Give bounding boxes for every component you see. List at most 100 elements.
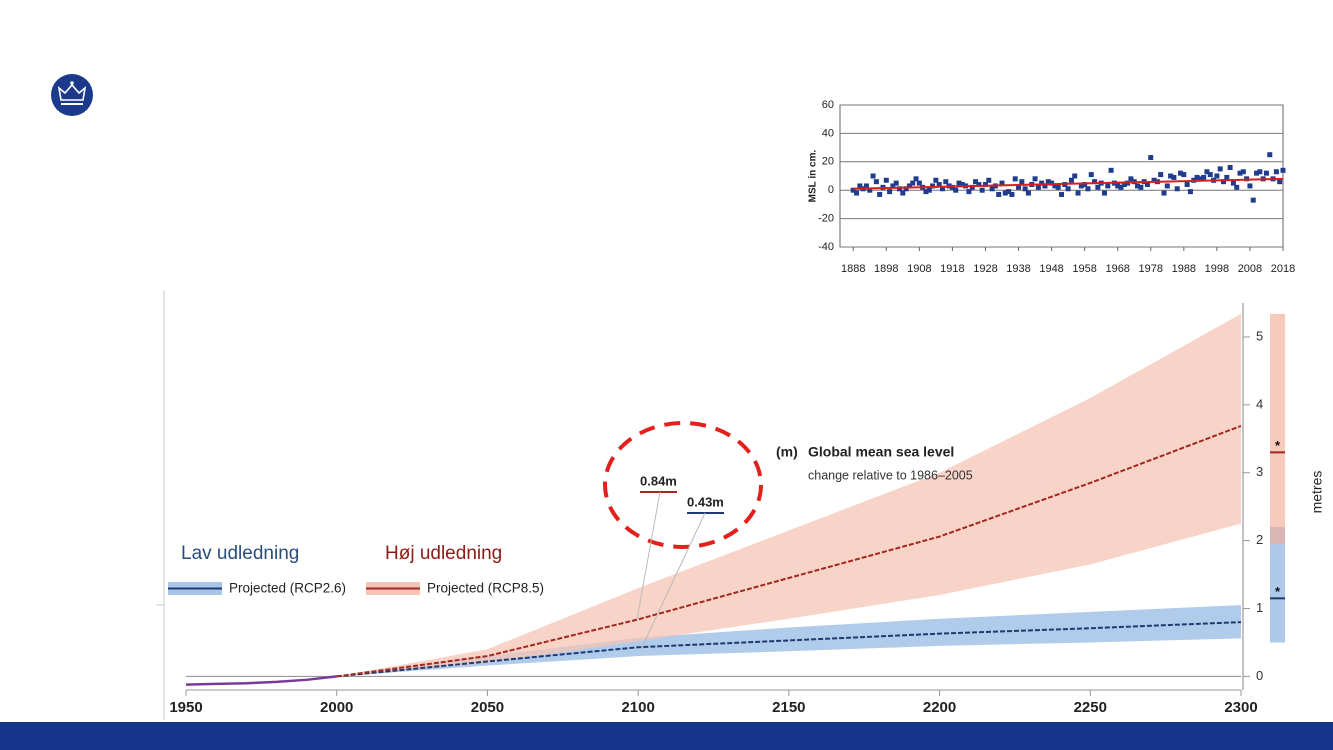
data-point: [1144, 182, 1150, 188]
x-tick-label: 2008: [1238, 263, 1262, 275]
historical-line: [185, 675, 337, 686]
data-point: [873, 179, 879, 185]
x-tick-label: 2250: [1074, 699, 1107, 716]
data-point: [1194, 174, 1200, 180]
data-point: [1035, 184, 1041, 190]
data-point: [939, 186, 945, 192]
data-point: [1240, 169, 1246, 175]
y-tick-label: 60: [822, 99, 834, 111]
y-tick-label: -20: [818, 213, 834, 225]
y-tick-label: 40: [822, 127, 834, 139]
data-point: [883, 177, 889, 183]
data-point: [1045, 179, 1051, 185]
data-point: [1049, 180, 1055, 186]
legend-label: Projected (RCP8.5): [427, 581, 544, 596]
data-point: [1201, 174, 1207, 180]
data-point: [1220, 179, 1226, 185]
data-point: [903, 186, 909, 192]
data-point: [986, 177, 992, 183]
x-tick-label: 2200: [923, 699, 956, 716]
callout-label: 0.84m: [640, 473, 677, 488]
data-point: [913, 176, 919, 182]
data-point: [973, 179, 979, 185]
y-tick-label: 5: [1256, 328, 1263, 343]
x-tick-label: 1898: [874, 263, 898, 275]
data-point: [1082, 182, 1088, 188]
data-point: [1052, 183, 1058, 189]
chart-title-prefix: (m): [776, 444, 798, 460]
data-point: [1039, 180, 1045, 186]
x-tick-label: 1908: [907, 263, 931, 275]
data-point: [959, 182, 965, 188]
data-point: [1055, 184, 1061, 190]
data-point: [877, 191, 883, 197]
y-tick-label: 3: [1256, 464, 1263, 479]
data-point: [1197, 176, 1203, 182]
range-bar: [1270, 527, 1285, 643]
callout-leader: [636, 491, 661, 620]
data-point: [1105, 183, 1111, 189]
data-point: [1138, 184, 1144, 190]
data-point: [1168, 173, 1174, 179]
x-tick-label: 2100: [621, 699, 654, 716]
chart-subtitle: change relative to 1986–2005: [808, 468, 973, 482]
y-tick-label: 0: [1256, 668, 1263, 683]
data-point: [979, 187, 985, 193]
data-point: [1068, 177, 1074, 183]
range-bar-marker: *: [1275, 584, 1281, 599]
data-point: [1237, 170, 1243, 176]
data-point: [1088, 172, 1094, 178]
data-point: [1065, 186, 1071, 192]
data-point: [1128, 176, 1134, 182]
data-point: [956, 180, 962, 186]
data-point: [1002, 190, 1008, 196]
data-point: [1267, 152, 1273, 158]
median-line: [336, 424, 1242, 678]
data-point: [1006, 189, 1012, 195]
data-point: [854, 190, 860, 196]
data-point: [933, 177, 939, 183]
data-point: [1019, 179, 1025, 185]
group-label: Lav udledning: [181, 543, 299, 564]
data-point: [1078, 183, 1084, 189]
x-tick-label: 2050: [471, 699, 504, 716]
data-point: [930, 183, 936, 189]
data-point: [1101, 190, 1107, 196]
data-point: [1171, 174, 1177, 180]
y-tick-label: 0: [828, 184, 834, 196]
data-point: [943, 179, 949, 185]
data-point: [1151, 177, 1157, 183]
y-tick-label: -40: [818, 241, 834, 253]
data-point: [1108, 167, 1114, 173]
data-point: [1234, 184, 1240, 190]
data-point: [906, 183, 912, 189]
x-tick-label: 2000: [320, 699, 353, 716]
trend-line: [853, 177, 1284, 190]
data-point: [953, 187, 959, 193]
x-tick-label: 1978: [1139, 263, 1163, 275]
data-point: [1254, 170, 1260, 176]
data-point: [910, 180, 916, 186]
y-tick-label: 1: [1256, 600, 1263, 615]
data-point: [1181, 172, 1187, 178]
data-point: [1115, 183, 1121, 189]
data-point: [1161, 190, 1167, 196]
data-point: [1280, 167, 1286, 173]
x-tick-label: 1948: [1039, 263, 1063, 275]
data-point: [1095, 184, 1101, 190]
x-tick-label: 2018: [1271, 263, 1295, 275]
data-point: [1059, 191, 1064, 197]
y-tick-label: 4: [1256, 396, 1263, 411]
data-point: [1250, 197, 1256, 203]
data-point: [1158, 172, 1164, 178]
data-point: [870, 173, 876, 179]
data-point: [926, 187, 932, 193]
data-point: [1042, 183, 1048, 189]
data-point: [969, 184, 975, 190]
data-point: [1207, 172, 1213, 178]
data-point: [966, 189, 972, 195]
data-point: [936, 182, 942, 188]
data-point: [1148, 155, 1154, 161]
